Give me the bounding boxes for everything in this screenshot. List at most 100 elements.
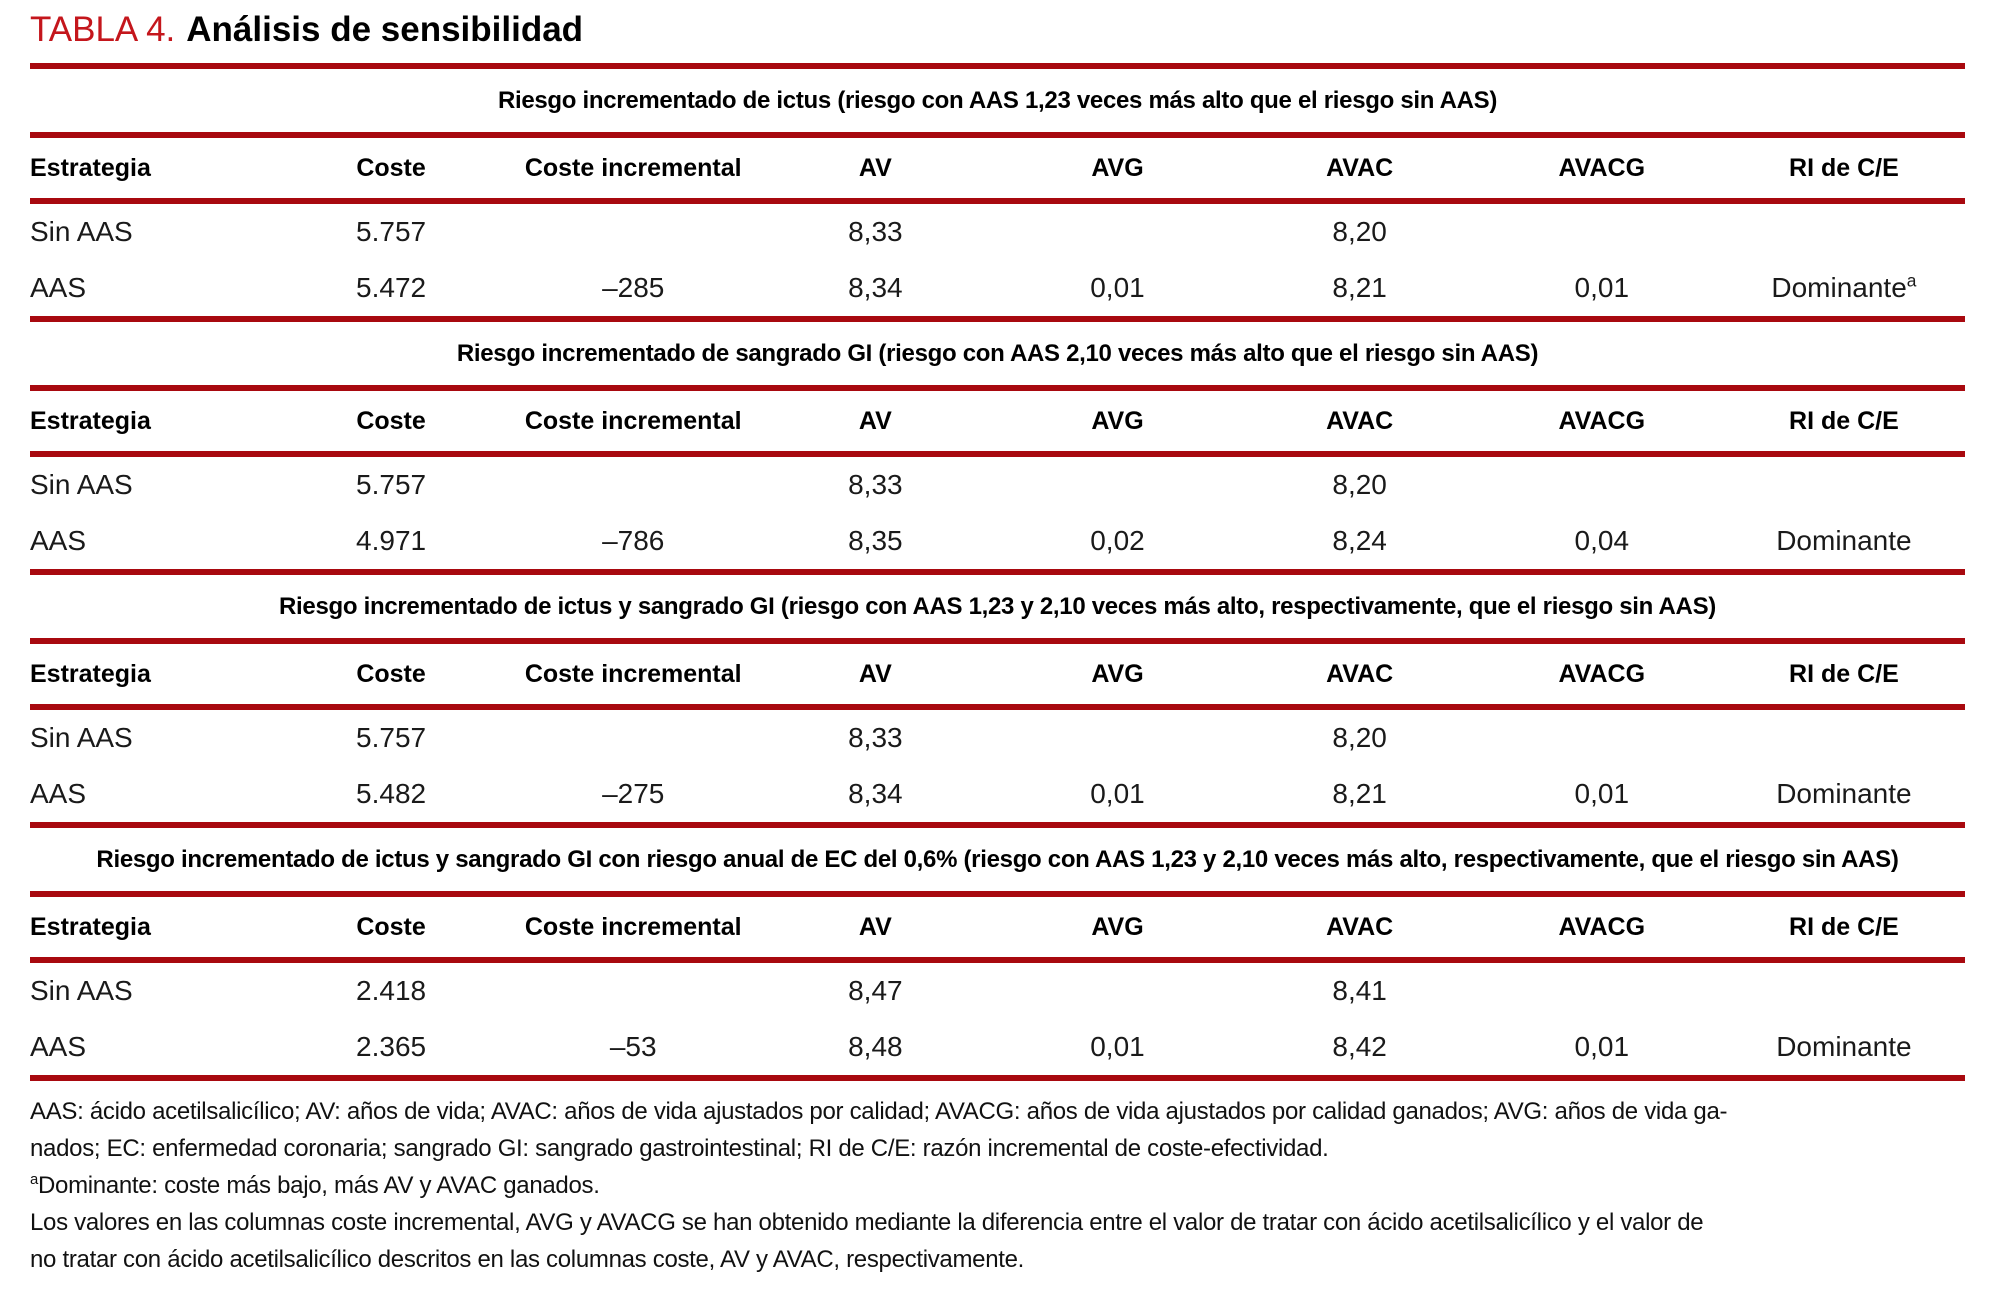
col-ri-ce: RI de C/E (1789, 659, 1899, 688)
cell-coste-incremental: –275 (602, 778, 665, 809)
column-header-row: Estrategia Coste Coste incremental AV AV… (30, 391, 1965, 451)
cell-avg: 0,01 (1090, 778, 1145, 809)
cell-coste: 2.365 (356, 1031, 427, 1062)
table-row: AAS 2.365 –53 8,48 0,01 8,42 0,01 Domina… (30, 1019, 1965, 1075)
cell-avac: 8,42 (1332, 1031, 1387, 1062)
col-avacg: AVACG (1558, 912, 1646, 941)
column-header-row: Estrategia Coste Coste incremental AV AV… (30, 644, 1965, 704)
col-av: AV (858, 912, 892, 941)
col-estrategia: Estrategia (30, 912, 151, 941)
cell-av: 8,34 (848, 778, 903, 809)
cell-ri-ce: Dominante (1776, 1031, 1912, 1062)
footnote-abbreviations-line2: nados; EC: enfermedad coronaria; sangrad… (30, 1135, 1329, 1162)
divider-rule (30, 132, 1965, 138)
column-header-row: Estrategia Coste Coste incremental AV AV… (30, 138, 1965, 198)
cell-ri-ce: Dominante (1776, 778, 1912, 809)
cell-avac: 8,24 (1332, 525, 1387, 556)
ri-ce-value: Dominante (1771, 272, 1907, 303)
divider-rule (30, 1075, 1965, 1081)
divider-rule (30, 569, 1965, 575)
table-row: Sin AAS 5.757 8,33 8,20 (30, 204, 1965, 260)
cell-coste: 5.757 (356, 722, 427, 753)
footnote-dominante-text: Dominante: coste más bajo, más AV y AVAC… (37, 1172, 600, 1199)
section-subtitle-ictus: Riesgo incrementado de ictus (riesgo con… (497, 86, 1498, 114)
divider-rule (30, 704, 1965, 710)
cell-avac: 8,21 (1332, 272, 1387, 303)
cell-avg: 0,01 (1090, 272, 1145, 303)
cell-avacg: 0,04 (1574, 525, 1630, 556)
table-row: Sin AAS 2.418 8,47 8,41 (30, 963, 1965, 1019)
col-avg: AVG (1091, 406, 1144, 435)
cell-coste: 5.757 (356, 216, 427, 247)
cell-avac: 8,20 (1332, 722, 1387, 753)
footnote-abbreviations-line1: AAS: ácido acetilsalicílico; AV: años de… (30, 1098, 1728, 1125)
col-coste-incremental: Coste incremental (524, 912, 742, 941)
cell-coste: 2.418 (356, 975, 427, 1006)
cell-av: 8,33 (848, 722, 903, 753)
cell-coste-incremental: –285 (602, 272, 665, 303)
col-avac: AVAC (1326, 406, 1394, 435)
col-coste: Coste (356, 406, 426, 435)
table-title-text: Análisis de sensibilidad (186, 10, 584, 49)
col-avac: AVAC (1326, 659, 1394, 688)
col-ri-ce: RI de C/E (1789, 912, 1899, 941)
divider-rule (30, 198, 1965, 204)
cell-avg: 0,02 (1090, 525, 1145, 556)
section-subtitle-ictus-sangrado-ec: Riesgo incrementado de ictus y sangrado … (96, 845, 1899, 873)
column-header-row: Estrategia Coste Coste incremental AV AV… (30, 897, 1965, 957)
divider-rule (30, 316, 1965, 322)
footnote-values-line2: no tratar con ácido acetilsalicílico des… (30, 1246, 1025, 1273)
footnote-dominante: aDominante: coste más bajo, más AV y AVA… (30, 1167, 1965, 1204)
cell-coste: 5.757 (356, 469, 427, 500)
cell-av: 8,33 (848, 216, 903, 247)
cell-avacg: 0,01 (1574, 778, 1630, 809)
cell-avacg: 0,01 (1574, 1031, 1630, 1062)
col-avac: AVAC (1326, 912, 1394, 941)
table-row: AAS 5.472 –285 8,34 0,01 8,21 0,01 Domin… (30, 260, 1965, 316)
cell-avac: 8,21 (1332, 778, 1387, 809)
divider-rule (30, 638, 1965, 644)
divider-rule (30, 891, 1965, 897)
cell-estrategia: AAS (30, 525, 87, 556)
col-avacg: AVACG (1558, 406, 1646, 435)
col-estrategia: Estrategia (30, 153, 151, 182)
col-coste: Coste (356, 912, 426, 941)
col-ri-ce: RI de C/E (1789, 406, 1899, 435)
col-coste-incremental: Coste incremental (524, 406, 742, 435)
col-av: AV (858, 153, 892, 182)
cell-av: 8,47 (848, 975, 903, 1006)
col-coste-incremental: Coste incremental (524, 659, 742, 688)
divider-rule (30, 957, 1965, 963)
cell-coste-incremental: –53 (609, 1031, 657, 1062)
col-avacg: AVACG (1558, 153, 1646, 182)
col-coste: Coste (356, 153, 426, 182)
cell-ri-ce: Dominantea (1723, 272, 1965, 304)
divider-rule (30, 451, 1965, 457)
cell-av: 8,48 (848, 1031, 903, 1062)
cell-avac: 8,20 (1332, 469, 1387, 500)
col-estrategia: Estrategia (30, 406, 151, 435)
divider-rule (30, 385, 1965, 391)
col-avac: AVAC (1326, 153, 1394, 182)
col-av: AV (858, 659, 892, 688)
cell-av: 8,34 (848, 272, 903, 303)
table-row: Sin AAS 5.757 8,33 8,20 (30, 710, 1965, 766)
col-avacg: AVACG (1558, 659, 1646, 688)
col-estrategia: Estrategia (30, 659, 151, 688)
cell-estrategia: AAS (30, 272, 87, 303)
cell-avacg: 0,01 (1574, 272, 1630, 303)
section-subtitle-sangrado-gi: Riesgo incrementado de sangrado GI (ries… (456, 339, 1539, 367)
cell-coste: 4.971 (356, 525, 427, 556)
table-row: Sin AAS 5.757 8,33 8,20 (30, 457, 1965, 513)
cell-avac: 8,20 (1332, 216, 1387, 247)
divider-rule (30, 63, 1965, 69)
col-coste-incremental: Coste incremental (524, 153, 742, 182)
cell-estrategia: Sin AAS (30, 216, 133, 247)
col-ri-ce: RI de C/E (1789, 153, 1899, 182)
cell-estrategia: AAS (30, 778, 87, 809)
table-row: AAS 4.971 –786 8,35 0,02 8,24 0,04 Domin… (30, 513, 1965, 569)
table-row: AAS 5.482 –275 8,34 0,01 8,21 0,01 Domin… (30, 766, 1965, 822)
cell-av: 8,35 (848, 525, 903, 556)
footnote-marker: a (30, 1172, 38, 1188)
